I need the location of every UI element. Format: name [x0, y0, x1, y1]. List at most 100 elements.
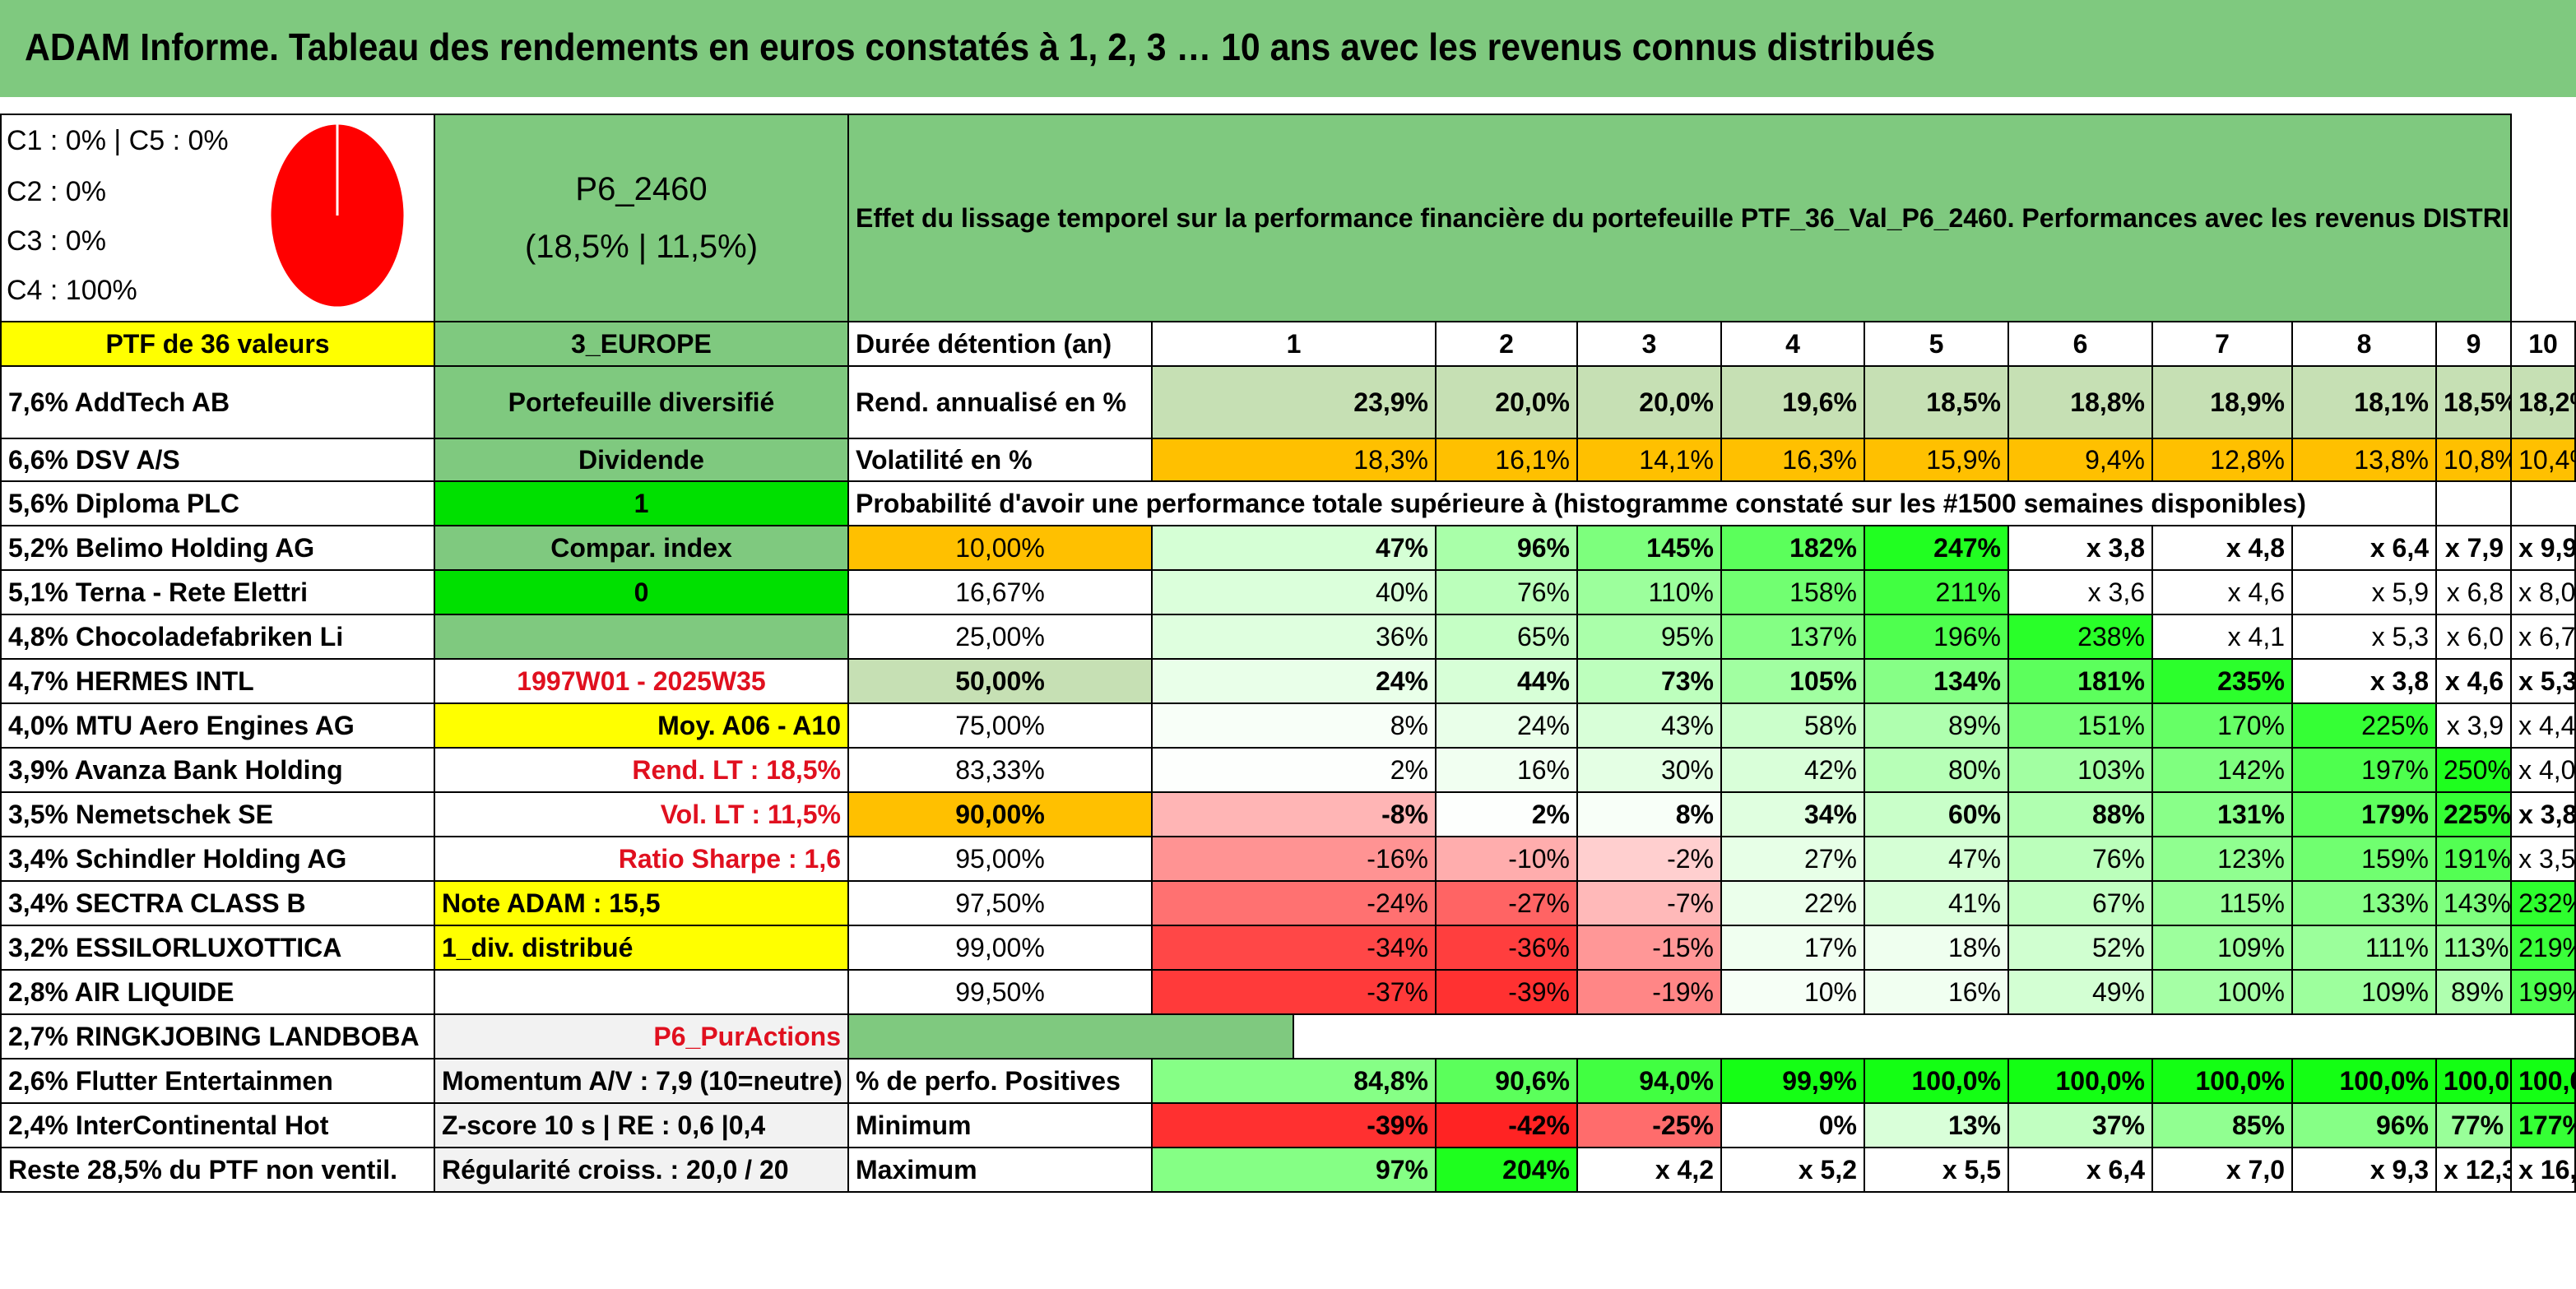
statistic-value: 204%	[1435, 1147, 1578, 1193]
return-value: 19,6%	[1720, 365, 1865, 439]
probability-row: 4,8% Chocoladefabriken Li 25,00% 36% 65% 95%…	[0, 614, 2576, 660]
probability-value: -8%	[1151, 791, 1437, 837]
probability-threshold: 95,00%	[847, 836, 1153, 882]
probability-value: x 4,4	[2510, 702, 2576, 749]
holding-name: 3,5% Nemetschek SE	[0, 791, 435, 837]
empty-cell	[1293, 1013, 2576, 1059]
holding-name: 2,7% RINGKJOBING LANDBOBA	[0, 1013, 435, 1059]
return-value: 18,5%	[1864, 365, 2009, 439]
probability-value: 179%	[2291, 791, 2437, 837]
probability-value: x 6,8	[2434, 569, 2513, 615]
probability-value: -39%	[1435, 969, 1578, 1015]
return-value: 23,9%	[1151, 365, 1437, 439]
probability-value: 76%	[1435, 569, 1578, 615]
probability-value: 52%	[2007, 925, 2153, 971]
statistic-value: x 5,2	[1720, 1147, 1865, 1193]
probability-row: 5,2% Belimo Holding AG Compar. index 10,00…	[0, 525, 2576, 571]
empty-green-cell	[847, 1013, 1294, 1059]
probability-value: x 4,0	[2510, 747, 2576, 793]
probability-value: 67%	[2007, 880, 2153, 926]
statistic-value: 97%	[1151, 1147, 1437, 1193]
probability-value: x 9,9	[2510, 525, 2576, 571]
indicator-cell: Régularité croiss. : 20,0 / 20	[434, 1147, 849, 1193]
probability-value: x 3,9	[2434, 702, 2513, 749]
returns-table: C1 : 0% | C5 : 0% C2 : 0% C3 : 0% C4 : 1…	[0, 114, 2576, 1193]
info-cell: 0	[434, 569, 849, 615]
probability-header-row: 5,6% Diploma PLC 1 Probabilité d'avoir u…	[0, 480, 2575, 526]
probability-value: 16%	[1864, 969, 2009, 1015]
probability-value: x 3,8	[2291, 658, 2437, 704]
probability-value: x 4,6	[2151, 569, 2293, 615]
return-value: 18,9%	[2151, 365, 2293, 439]
portfolio-label: P6_PurActions	[434, 1013, 849, 1059]
info-cell: 1997W01 - 2025W35	[434, 658, 849, 704]
probability-value: 27%	[1720, 836, 1865, 882]
empty-cell	[2434, 480, 2513, 526]
header-row: C1 : 0% | C5 : 0% C2 : 0% C3 : 0% C4 : 1…	[0, 114, 2575, 322]
holding-name: 4,8% Chocoladefabriken Li	[0, 614, 435, 660]
holding-name: 7,6% AddTech AB	[0, 365, 435, 439]
statistic-value: 85%	[2151, 1102, 2293, 1148]
statistic-value: 177%	[2510, 1102, 2576, 1148]
portfolio-code: P6_2460	[575, 171, 708, 207]
holding-name: 6,6% DSV A/S	[0, 438, 435, 482]
volatility-value: 16,1%	[1435, 438, 1578, 482]
holding-name: 3,4% Schindler Holding AG	[0, 836, 435, 882]
holding-name: 4,7% HERMES INTL	[0, 658, 435, 704]
probability-threshold: 90,00%	[847, 791, 1153, 837]
statistic-value: x 9,3	[2291, 1147, 2437, 1193]
statistic-value: 84,8%	[1151, 1058, 1437, 1104]
probability-value: 109%	[2151, 925, 2293, 971]
probability-value: x 4,6	[2434, 658, 2513, 704]
year-9: 9	[2434, 321, 2513, 367]
probability-value: 22%	[1720, 880, 1865, 926]
year-1: 1	[1151, 321, 1437, 367]
probability-value: 191%	[2434, 836, 2513, 882]
holding-name: 5,2% Belimo Holding AG	[0, 525, 435, 571]
probability-value: 142%	[2151, 747, 2293, 793]
probability-row: 3,4% Schindler Holding AG Ratio Sharpe : …	[0, 836, 2576, 882]
statistic-label: Maximum	[847, 1147, 1153, 1193]
annualized-return-label: Rend. annualisé en %	[847, 365, 1153, 439]
probability-value: 134%	[1864, 658, 2009, 704]
year-8: 8	[2291, 321, 2437, 367]
probability-value: 182%	[1720, 525, 1865, 571]
probability-value: 40%	[1151, 569, 1437, 615]
probability-value: 109%	[2291, 969, 2437, 1015]
probability-row: 5,1% Terna - Rete Elettri 0 16,67% 40% 76% 11…	[0, 569, 2576, 615]
holding-name: 2,6% Flutter Entertainmen	[0, 1058, 435, 1104]
probability-value: -19%	[1576, 969, 1722, 1015]
probability-value: -15%	[1576, 925, 1722, 971]
statistic-value: -42%	[1435, 1102, 1578, 1148]
probability-threshold: 16,67%	[847, 569, 1153, 615]
probability-value: x 3,6	[2007, 569, 2153, 615]
probability-value: 196%	[1864, 614, 2009, 660]
statistic-value: 99,9%	[1720, 1058, 1865, 1104]
year-7: 7	[2151, 321, 2293, 367]
probability-value: 8%	[1151, 702, 1437, 749]
probability-value: 44%	[1435, 658, 1578, 704]
probability-value: 105%	[1720, 658, 1865, 704]
probability-row: 3,5% Nemetschek SE Vol. LT : 11,5% 90,00% -…	[0, 791, 2576, 837]
probability-value: x 5,3	[2291, 614, 2437, 660]
probability-value: -37%	[1151, 969, 1437, 1015]
year-10: 10	[2510, 321, 2576, 367]
statistic-value: 100,0%	[2510, 1058, 2576, 1104]
info-cell: Moy. A06 - A10	[434, 702, 849, 749]
holding-name: 3,4% SECTRA CLASS B	[0, 880, 435, 926]
probability-value: x 8,0	[2510, 569, 2576, 615]
legend-c4: C4 : 100%	[7, 275, 137, 306]
zone-label: 3_EUROPE	[434, 321, 849, 367]
volatility-value: 14,1%	[1576, 438, 1722, 482]
statistic-value: 0%	[1720, 1102, 1865, 1148]
holding-name: 3,9% Avanza Bank Holding	[0, 747, 435, 793]
statistic-value: 37%	[2007, 1102, 2153, 1148]
probability-value: 113%	[2434, 925, 2513, 971]
probability-value: 181%	[2007, 658, 2153, 704]
probability-value: 250%	[2434, 747, 2513, 793]
probability-value: 65%	[1435, 614, 1578, 660]
statistic-value: 77%	[2434, 1102, 2513, 1148]
allocation-pie-chart	[268, 122, 406, 309]
statistic-value: x 5,5	[1864, 1147, 2009, 1193]
ptf-count: PTF de 36 valeurs	[0, 321, 435, 367]
